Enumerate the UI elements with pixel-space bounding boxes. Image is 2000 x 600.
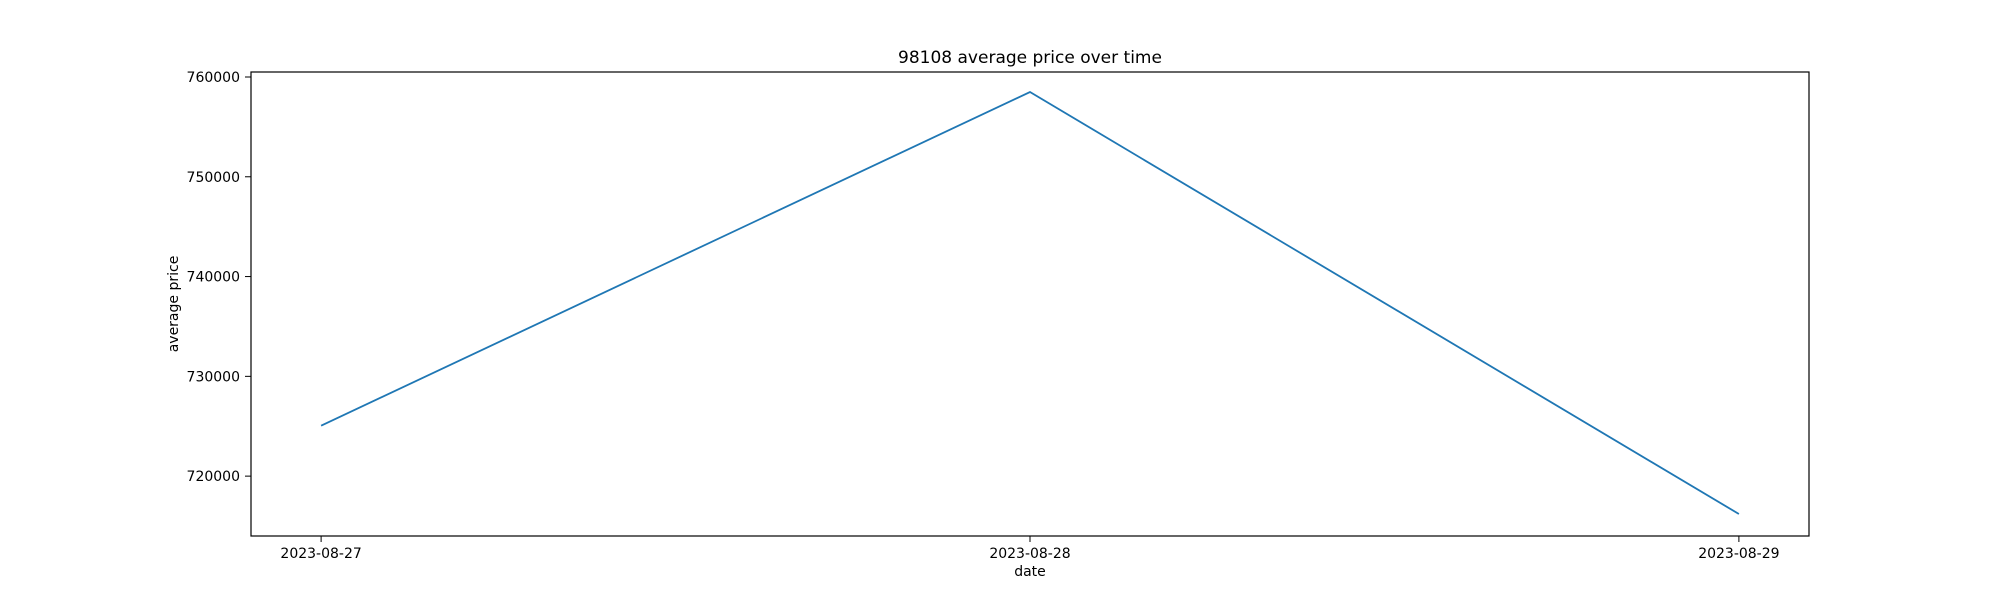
x-axis: 2023-08-27 2023-08-28 2023-08-29 — [280, 536, 1780, 562]
y-tick-label: 720000 — [187, 469, 240, 485]
y-axis: 720000 730000 740000 750000 760000 — [187, 70, 251, 485]
y-tick-label: 760000 — [187, 70, 240, 86]
x-tick-label: 2023-08-28 — [989, 546, 1070, 562]
plot-frame — [250, 71, 1810, 537]
plot-area — [250, 71, 1810, 537]
y-tick-label: 740000 — [187, 270, 240, 286]
x-tick-label: 2023-08-29 — [1698, 546, 1779, 562]
y-axis-label: average price — [166, 256, 182, 353]
x-tick-label: 2023-08-27 — [280, 546, 361, 562]
chart-title: 98108 average price over time — [898, 48, 1162, 68]
y-tick-label: 750000 — [187, 170, 240, 186]
x-axis-label: date — [1014, 564, 1046, 580]
series-line-0 — [320, 90, 1740, 515]
y-tick-label: 730000 — [187, 369, 240, 385]
